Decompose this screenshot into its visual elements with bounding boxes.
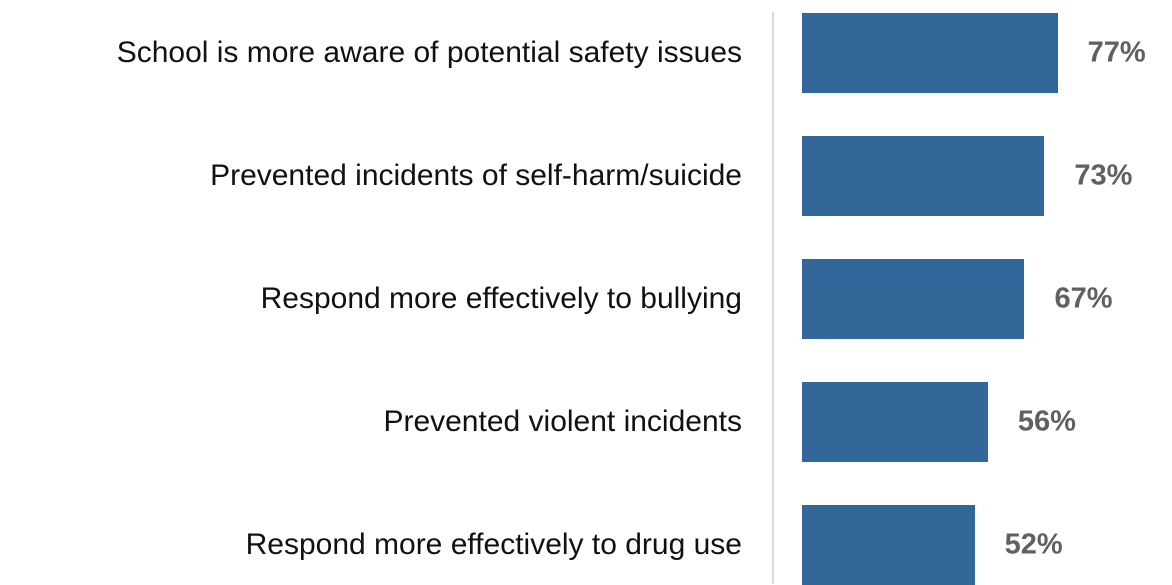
data-label: 67% — [1054, 282, 1113, 315]
data-label: 77% — [1087, 36, 1146, 69]
category-label: School is more aware of potential safety… — [116, 36, 742, 69]
bar — [802, 136, 1045, 216]
data-label: 52% — [1004, 528, 1063, 561]
category-label: Prevented violent incidents — [383, 405, 742, 438]
data-label: 56% — [1017, 405, 1076, 438]
bar — [802, 505, 975, 585]
data-label: 73% — [1074, 159, 1133, 192]
bar — [802, 13, 1058, 93]
bar — [802, 382, 988, 462]
category-label: Respond more effectively to bullying — [260, 282, 742, 315]
category-label: Respond more effectively to drug use — [245, 528, 742, 561]
category-label: Prevented incidents of self-harm/suicide — [210, 159, 742, 192]
bar — [802, 259, 1025, 339]
category-axis-line — [772, 12, 774, 584]
